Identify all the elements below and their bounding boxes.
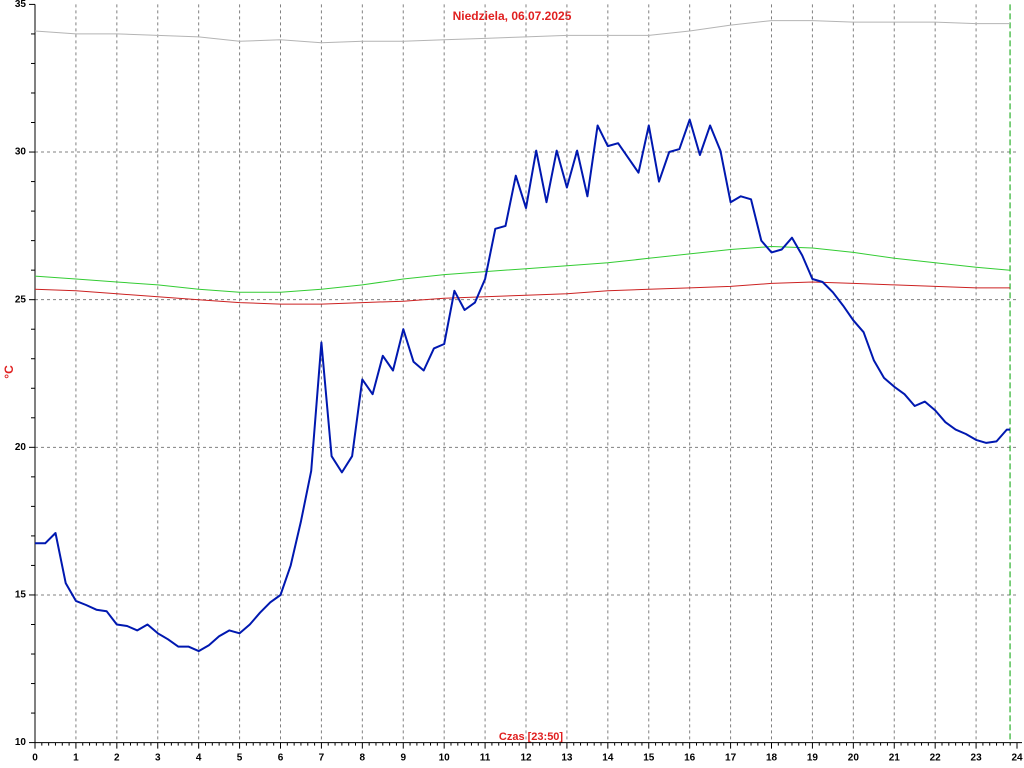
x-tick-label: 19: [807, 753, 819, 764]
x-tick-label: 3: [155, 753, 161, 764]
y-tick-label: 35: [15, 0, 27, 10]
x-tick-label: 21: [889, 753, 901, 764]
x-tick-label: 17: [725, 753, 737, 764]
x-tick-label: 8: [360, 753, 366, 764]
series-line: [35, 118, 1010, 653]
x-tick-label: 1: [73, 753, 79, 764]
y-tick-label: 10: [15, 737, 27, 748]
x-tick-label: 16: [684, 753, 696, 764]
x-axis-label: Czas [23:50]: [499, 731, 564, 743]
x-tick-label: 20: [848, 753, 860, 764]
x-tick-label: 0: [32, 753, 38, 764]
x-tick-label: 7: [319, 753, 325, 764]
x-tick-label: 11: [480, 753, 491, 764]
y-axis-label: °C: [2, 365, 16, 379]
series-line: [34, 246, 1011, 293]
series-line: [34, 281, 1010, 305]
x-tick-label: 6: [278, 753, 284, 764]
x-tick-label: 23: [971, 753, 983, 764]
x-tick-label: 2: [114, 753, 120, 764]
x-tick-label: 9: [400, 753, 406, 764]
x-tick-label: 22: [930, 753, 942, 764]
x-tick-label: 12: [520, 753, 532, 764]
x-tick-label: 4: [196, 753, 202, 764]
y-tick-label: 15: [15, 590, 27, 601]
x-tick-label: 5: [237, 753, 243, 764]
x-tick-label: 10: [439, 753, 451, 764]
y-tick-label: 20: [15, 442, 27, 453]
x-tick-label: 15: [643, 753, 655, 764]
x-tick-label: 13: [561, 753, 573, 764]
series-line: [34, 20, 1010, 44]
chart-title: Niedziela, 06.07.2025: [453, 9, 572, 23]
x-tick-label: 14: [602, 753, 614, 764]
y-tick-label: 30: [15, 147, 27, 158]
y-tick-label: 25: [15, 294, 27, 305]
x-tick-label: 24: [1011, 753, 1023, 764]
x-tick-label: 18: [766, 753, 778, 764]
